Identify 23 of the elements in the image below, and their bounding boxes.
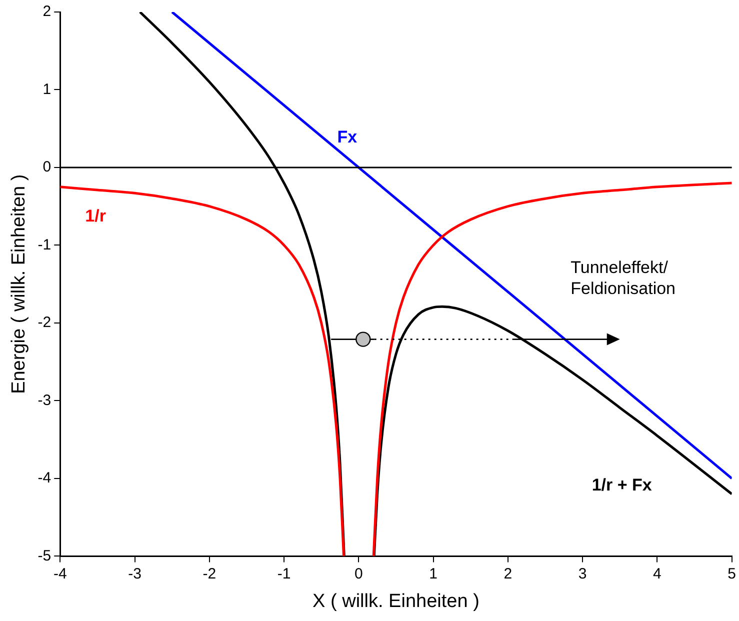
- series-label: 1/r: [85, 206, 106, 226]
- y-tick-label: -1: [38, 236, 52, 254]
- x-tick-label: 5: [728, 565, 736, 582]
- series-label: Fx: [337, 128, 358, 147]
- x-tick-label: -3: [128, 565, 142, 582]
- x-tick-label: 2: [504, 565, 512, 582]
- y-axis-title: Energie ( willk. Einheiten ): [8, 174, 30, 394]
- x-tick-label: 1: [429, 565, 438, 582]
- y-tick-label: -4: [38, 470, 52, 487]
- y-tick-label: 0: [42, 158, 52, 176]
- text: 1/r + Fx: [592, 476, 652, 495]
- y-tick-label: 2: [42, 3, 52, 20]
- x-tick-label: -2: [202, 565, 216, 582]
- y-tick-label: -3: [38, 392, 52, 409]
- x-tick-label: 0: [354, 565, 363, 582]
- x-tick-label: 3: [578, 565, 587, 582]
- annotation: Tunneleffekt/ Feldionisation: [570, 256, 676, 299]
- x-tick-label: -1: [277, 565, 291, 582]
- y-tick-label: 1: [42, 80, 52, 98]
- x-tick-label: 4: [653, 565, 662, 582]
- y-tick-label: -2: [38, 314, 52, 332]
- y-tick-label: -5: [38, 547, 52, 564]
- x-axis-title: X ( willk. Einheiten ): [312, 590, 480, 612]
